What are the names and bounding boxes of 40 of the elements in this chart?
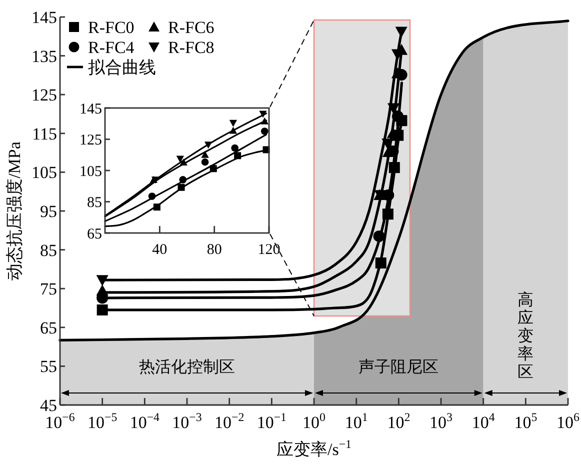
x-tick-label: 10$^{−5}$ [88,410,118,432]
y-tick-label: 125 [80,132,102,148]
y-tick-label: 75 [40,280,57,299]
legend-label: R-FC0 [88,18,134,37]
x-tick-label: 10$^{−4}$ [130,410,160,432]
x-tick-label: 10$^{4}$ [472,410,495,432]
legend-label: 拟合曲线 [88,58,156,77]
band-label: 热活化控制区 [139,358,235,376]
y-tick-label: 145 [80,101,102,118]
y-tick-label: 95 [40,202,57,221]
y-tick-label: 145 [32,8,57,27]
x-axis-title: 应变率/s$^{−1}$ [276,437,352,459]
y-tick-label: 85 [87,195,102,211]
y-tick-label: 105 [32,163,57,182]
y-tick-label: 125 [32,86,57,105]
x-tick-label: 80 [206,242,222,258]
y-tick-label: 55 [40,357,57,376]
x-tick-label: 10$^{3}$ [430,410,453,432]
x-tick-label: 10$^{2}$ [387,410,410,432]
x-tick-label: 10$^{5}$ [514,410,538,432]
band-label: 高应变率区 [518,291,534,381]
band-label: 声子阻尼区 [358,358,439,376]
y-tick-label: 115 [32,124,57,144]
x-tick-label: 10$^{1}$ [344,410,368,432]
x-tick-label: 10$^{6}$ [556,410,580,432]
y-tick-label: 85 [40,240,57,260]
y-tick-label: 105 [80,164,102,180]
legend-label: R-FC8 [168,38,214,57]
x-tick-label: 40 [152,242,168,258]
y-tick-label: 65 [40,318,57,338]
y-axis-title: 动态抗压强度/MPa [5,141,24,280]
x-tick-label: 10$^{−1}$ [256,410,287,432]
legend-label: R-FC6 [168,18,214,37]
y-tick-label: 65 [87,226,102,242]
y-tick-label: 135 [32,46,57,66]
x-tick-label: 120 [258,242,280,258]
x-tick-label: 10$^{0}$ [302,410,326,432]
x-tick-label: 10$^{−3}$ [172,410,202,432]
x-tick-label: 10$^{−2}$ [214,410,244,432]
legend-label: R-FC4 [88,38,135,57]
